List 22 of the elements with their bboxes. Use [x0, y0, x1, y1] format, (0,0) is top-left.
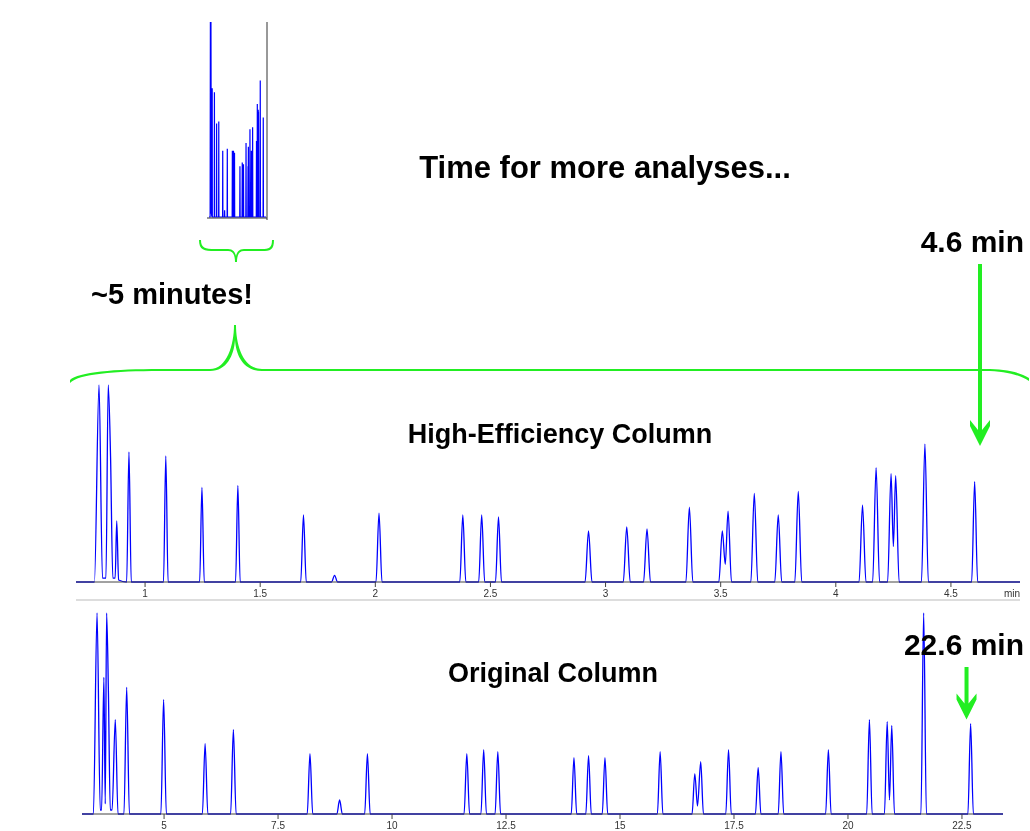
x-axis-title: min — [1003, 588, 1020, 599]
text: Original Column — [447, 658, 659, 688]
text: High-Efficiency Column — [407, 419, 713, 449]
x-tick-label: 1.5 — [253, 588, 268, 599]
x-tick-label: 7.5 — [271, 820, 286, 831]
x-tick-label: 4.5 — [943, 588, 959, 599]
x-tick-label: 1 — [142, 588, 149, 599]
x-tick-label: 2 — [372, 588, 379, 599]
x-tick-label: 17.5 — [724, 820, 745, 831]
x-tick-label: 2.5 — [483, 588, 498, 599]
text: Time for more analyses... — [419, 150, 791, 185]
x-tick-label: 4 — [833, 588, 840, 599]
x-tick-label: 22.5 — [952, 820, 973, 831]
x-tick-label: 5 — [161, 820, 168, 831]
text: ~5 minutes! — [91, 278, 253, 310]
x-tick-label: 15 — [614, 820, 627, 831]
x-tick-label: 3.5 — [713, 588, 729, 599]
x-tick-label: 3 — [602, 588, 609, 599]
x-tick-label: 20 — [842, 820, 854, 831]
x-tick-label: 12.5 — [496, 820, 517, 831]
x-tick-label: 10 — [386, 820, 399, 831]
text: 4.6 min — [920, 225, 1024, 258]
